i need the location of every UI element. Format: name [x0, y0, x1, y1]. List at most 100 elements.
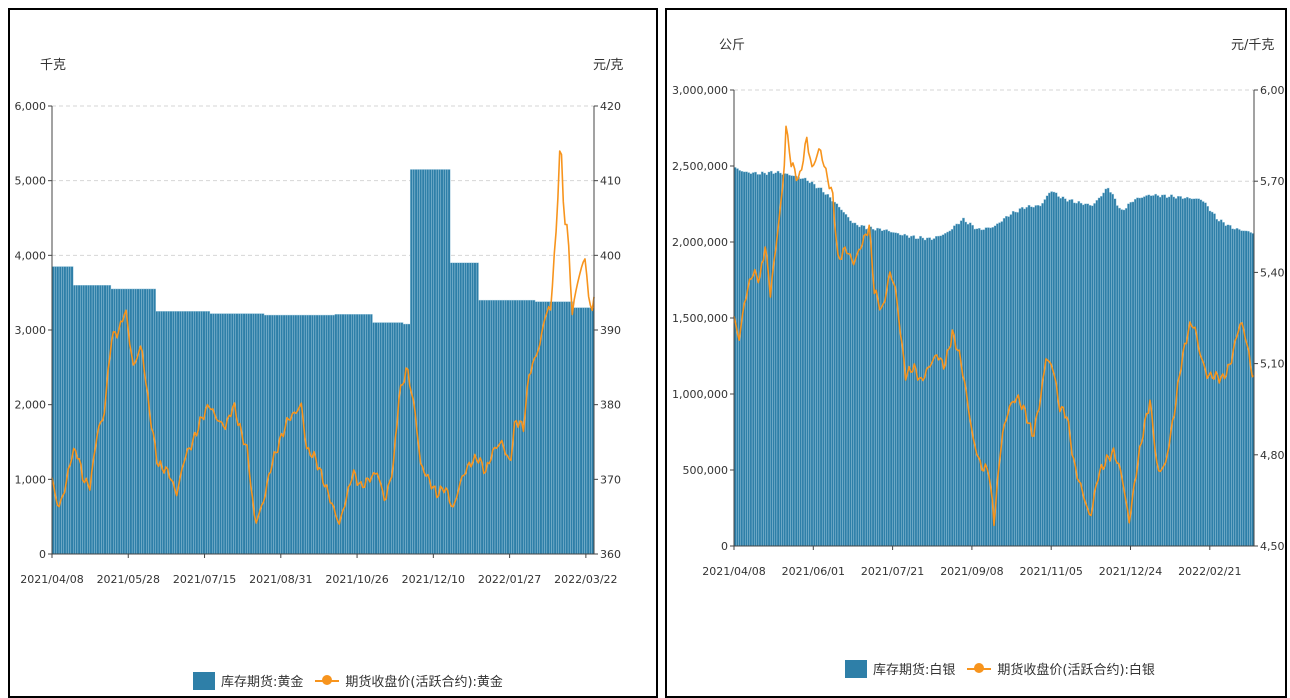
left-tick-label: 1,500,000: [672, 312, 728, 325]
inventory-bar: [563, 301, 566, 555]
inventory-bar: [815, 187, 818, 547]
inventory-bar: [391, 322, 394, 555]
inventory-bar: [765, 174, 769, 547]
inventory-bar: [308, 314, 312, 555]
inventory-bar: [63, 266, 67, 555]
inventory-bar: [181, 311, 185, 555]
x-tick-label: 2021/12/24: [1099, 565, 1162, 578]
inventory-bar: [849, 220, 852, 547]
inventory-bar: [760, 171, 764, 547]
inventory-bar: [1068, 199, 1072, 547]
inventory-bar: [584, 307, 588, 555]
inventory-bar: [398, 322, 401, 555]
legend-line-swatch: [315, 672, 340, 690]
inventory-bar: [1054, 192, 1058, 547]
x-tick-label: 2021/06/01: [782, 565, 845, 578]
inventory-bar: [577, 307, 581, 555]
inventory-bar: [329, 314, 333, 555]
inventory-bar: [475, 262, 479, 555]
inventory-bar: [549, 301, 552, 555]
inventory-bar: [1034, 205, 1038, 547]
inventory-bar: [176, 311, 180, 555]
inventory-bar: [1086, 203, 1090, 547]
inventory-bar: [586, 307, 590, 555]
inventory-bar: [971, 224, 974, 547]
inventory-bar: [925, 237, 929, 547]
inventory-bar: [372, 322, 376, 555]
inventory-bar: [1208, 210, 1212, 547]
x-tick-label: 2022/03/22: [554, 573, 617, 586]
inventory-bar: [1192, 198, 1196, 547]
inventory-bar: [226, 313, 229, 555]
inventory-bar: [1029, 206, 1033, 547]
inventory-bar: [466, 262, 470, 555]
inventory-bar: [1147, 194, 1151, 547]
silver-chart-plot: 3,000,000 2,500,000 2,000,000 1,500,000 1,00…: [672, 84, 1285, 578]
inventory-bar: [89, 285, 93, 555]
inventory-bar: [763, 172, 766, 547]
inventory-bar: [948, 230, 952, 547]
left-tick-label: 6,000: [15, 100, 47, 113]
inventory-bar: [1095, 200, 1099, 547]
inventory-bar: [831, 201, 834, 547]
inventory-bar: [96, 285, 100, 555]
inventory-bar: [1077, 201, 1081, 547]
inventory-bar: [405, 323, 409, 555]
inventory-bar: [1002, 218, 1006, 547]
inventory-bar: [977, 228, 981, 547]
inventory-bar: [817, 187, 821, 547]
inventory-bar: [862, 225, 866, 547]
inventory-bar: [259, 313, 262, 555]
inventory-bar: [360, 314, 364, 555]
inventory-bar: [75, 285, 79, 555]
inventory-bar: [73, 285, 76, 555]
inventory-bar: [209, 313, 213, 555]
inventory-bar: [1111, 193, 1115, 547]
inventory-bar: [508, 299, 512, 555]
inventory-bar: [864, 228, 868, 547]
inventory-bar: [556, 301, 559, 555]
inventory-bar: [803, 177, 807, 547]
inventory-bar: [68, 266, 72, 555]
inventory-bar: [806, 180, 809, 547]
inventory-bar: [216, 313, 220, 555]
inventory-bar: [1167, 196, 1171, 547]
inventory-bar: [1197, 198, 1200, 547]
inventory-bar: [299, 314, 302, 555]
inventory-bar: [1249, 232, 1252, 547]
inventory-bar: [1152, 195, 1155, 547]
inventory-bar: [1102, 192, 1105, 547]
inventory-bar: [400, 322, 404, 555]
inventory-bar: [797, 176, 800, 547]
x-tick-label: 2021/08/31: [249, 573, 312, 586]
inventory-bar: [944, 233, 947, 547]
inventory-bar: [365, 314, 368, 555]
inventory-bar: [138, 288, 142, 555]
inventory-bar: [950, 229, 954, 547]
inventory-bar: [1143, 196, 1146, 547]
inventory-bar: [445, 169, 449, 555]
inventory-bar: [318, 314, 321, 555]
inventory-bar: [346, 314, 350, 555]
inventory-bar: [901, 235, 904, 547]
inventory-bar: [534, 301, 538, 555]
inventory-bar: [749, 173, 753, 547]
inventory-bar: [468, 262, 472, 555]
inventory-bar: [921, 237, 925, 547]
inventory-bar: [1084, 203, 1087, 547]
inventory-bar: [120, 288, 123, 555]
inventory-bar: [84, 285, 88, 555]
legend-label-inventory: 库存期货:白银: [873, 663, 956, 678]
inventory-bar: [579, 307, 583, 555]
inventory-bar: [794, 175, 798, 547]
inventory-bar: [171, 311, 175, 555]
inventory-bar: [966, 223, 970, 547]
inventory-bar: [885, 229, 888, 547]
inventory-bar: [919, 235, 922, 547]
inventory-bar: [1140, 197, 1144, 547]
inventory-bar: [344, 314, 347, 555]
inventory-bar: [1165, 197, 1169, 547]
inventory-bar: [560, 301, 564, 555]
inventory-bar: [417, 169, 420, 555]
inventory-bar: [247, 313, 251, 555]
